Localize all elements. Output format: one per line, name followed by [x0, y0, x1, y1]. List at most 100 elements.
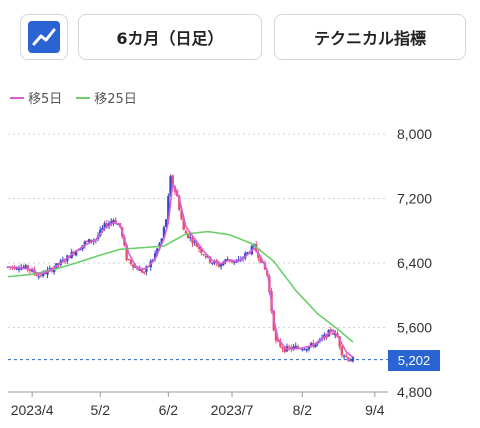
- legend-item-ma5: 移5日: [10, 88, 62, 107]
- candle-body: [26, 265, 29, 270]
- chart-type-button[interactable]: [20, 14, 68, 60]
- candle-body: [305, 348, 308, 351]
- candle-body: [230, 260, 234, 263]
- candle-body: [171, 175, 174, 186]
- candle-body: [219, 264, 223, 267]
- candle-body: [68, 256, 71, 259]
- candle-body: [88, 239, 91, 243]
- candle-body: [246, 252, 249, 254]
- candle-body: [129, 260, 133, 265]
- candle-body: [342, 355, 346, 357]
- legend-item-ma25: 移25日: [76, 88, 137, 107]
- candle-body: [140, 268, 144, 273]
- candle-body: [134, 266, 137, 268]
- candle-body: [15, 268, 18, 270]
- candle-body: [204, 255, 207, 258]
- technical-indicator-button[interactable]: テクニカル指標: [274, 14, 466, 60]
- y-tick-label: 6,400: [397, 255, 432, 271]
- candle-body: [110, 221, 113, 224]
- period-button[interactable]: 6カ月（日足）: [78, 14, 262, 60]
- candle-body: [160, 238, 163, 244]
- candle-body: [90, 239, 93, 242]
- candle-body: [296, 346, 300, 348]
- candle-body: [101, 227, 104, 230]
- candle-body: [169, 176, 172, 197]
- candle-body: [116, 224, 120, 226]
- candle-body: [127, 259, 131, 261]
- candle-body: [279, 341, 282, 347]
- candle-body: [211, 262, 214, 264]
- x-tick-label: 5/2: [91, 402, 111, 418]
- candle-body: [237, 259, 240, 261]
- candle-body: [114, 219, 117, 224]
- line-chart-icon: [28, 21, 60, 53]
- ma25-line: [7, 230, 354, 343]
- candle-body: [105, 223, 109, 227]
- candle-body: [200, 248, 203, 253]
- candle-body: [17, 268, 21, 270]
- candle-body: [156, 248, 159, 254]
- candle-body: [142, 271, 146, 273]
- candle-body: [184, 231, 188, 234]
- y-tick-label: 8,000: [397, 126, 432, 142]
- legend-swatch-ma5: [10, 96, 24, 99]
- candle-body: [274, 330, 278, 341]
- candle-body: [48, 268, 51, 270]
- legend-swatch-ma25: [76, 96, 91, 99]
- candle-body: [283, 347, 286, 353]
- legend-label-ma25: 移25日: [94, 92, 137, 107]
- candle-body: [340, 346, 344, 356]
- candle-body: [303, 349, 306, 351]
- candle-body: [197, 246, 201, 250]
- candle-body: [182, 219, 185, 230]
- candle-body: [309, 343, 313, 346]
- x-tick-label: 2023/4: [11, 402, 54, 418]
- toolbar: 6カ月（日足） テクニカル指標: [20, 14, 466, 60]
- candle-body: [189, 237, 192, 239]
- candle-body: [294, 346, 297, 348]
- x-tick-label: 8/2: [293, 402, 313, 418]
- candle-body: [186, 232, 190, 238]
- x-tick-label: 6/2: [159, 402, 179, 418]
- candle-body: [259, 257, 262, 263]
- candle-body: [301, 349, 304, 351]
- candle-body: [281, 347, 284, 349]
- candle-body: [164, 219, 168, 228]
- candle-body: [158, 243, 161, 248]
- candle-body: [193, 241, 196, 243]
- chart-legend: 移5日 移25日: [10, 88, 137, 107]
- candle-body: [224, 259, 227, 262]
- candle-body: [191, 237, 194, 244]
- candle-body: [349, 360, 352, 362]
- candle-body: [345, 355, 348, 357]
- candle-body: [235, 261, 238, 263]
- candle-body: [63, 260, 67, 262]
- candle-body: [41, 271, 45, 276]
- candle-body: [347, 357, 350, 362]
- candle-body: [217, 263, 221, 267]
- candle-body: [202, 254, 205, 256]
- candle-body: [132, 264, 135, 268]
- x-tick-label: 9/4: [365, 402, 385, 418]
- candle-body: [314, 343, 317, 348]
- candle-body: [125, 244, 128, 260]
- candle-body: [83, 241, 87, 246]
- y-tick-label: 4,800: [397, 384, 432, 400]
- candle-body: [37, 276, 40, 278]
- candle-body: [24, 265, 27, 268]
- candle-body: [178, 196, 181, 211]
- candle-body: [226, 259, 229, 261]
- last-price-tag: 5,202: [388, 349, 440, 371]
- candle-body: [287, 346, 291, 348]
- candle-body: [112, 220, 115, 223]
- candle-body: [180, 210, 183, 220]
- candle-body: [338, 336, 341, 347]
- candle-body: [74, 250, 78, 256]
- candle-body: [195, 242, 199, 247]
- candle-body: [167, 196, 170, 220]
- y-tick-label: 7,200: [397, 191, 432, 207]
- candle-body: [30, 269, 34, 272]
- candle-body: [233, 261, 236, 263]
- candle-body: [307, 346, 311, 350]
